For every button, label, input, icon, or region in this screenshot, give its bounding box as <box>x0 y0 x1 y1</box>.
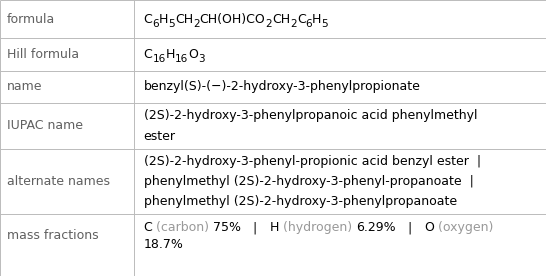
Text: C: C <box>144 12 152 26</box>
Text: C: C <box>144 48 152 61</box>
Text: Hill formula: Hill formula <box>7 48 79 61</box>
Text: O: O <box>424 221 434 234</box>
Text: CH(OH)CO: CH(OH)CO <box>200 12 265 26</box>
Text: phenylmethyl (2S)-2-hydroxy-3-phenylpropanoate: phenylmethyl (2S)-2-hydroxy-3-phenylprop… <box>144 195 456 208</box>
Text: 6: 6 <box>152 19 159 29</box>
Text: CH: CH <box>175 12 193 26</box>
Text: CH: CH <box>272 12 290 26</box>
Text: H: H <box>165 48 175 61</box>
Text: H: H <box>159 12 168 26</box>
Text: 16: 16 <box>175 54 188 64</box>
Text: 16: 16 <box>152 54 165 64</box>
Text: 2: 2 <box>193 19 200 29</box>
Text: (2S)-2-hydroxy-3-phenyl-propionic acid benzyl ester  |: (2S)-2-hydroxy-3-phenyl-propionic acid b… <box>144 155 480 168</box>
Text: name: name <box>7 80 42 94</box>
Text: H: H <box>312 12 322 26</box>
Text: ester: ester <box>144 130 176 143</box>
Text: IUPAC name: IUPAC name <box>7 120 82 132</box>
Text: alternate names: alternate names <box>7 175 110 188</box>
Text: H: H <box>270 221 279 234</box>
Text: O: O <box>188 48 198 61</box>
Text: (2S)-2-hydroxy-3-phenylpropanoic acid phenylmethyl: (2S)-2-hydroxy-3-phenylpropanoic acid ph… <box>144 109 477 122</box>
Text: 3: 3 <box>198 54 205 64</box>
Text: 2: 2 <box>290 19 297 29</box>
Text: 18.7%: 18.7% <box>144 238 183 251</box>
Text: phenylmethyl (2S)-2-hydroxy-3-phenyl-propanoate  |: phenylmethyl (2S)-2-hydroxy-3-phenyl-pro… <box>144 175 473 188</box>
Text: 2: 2 <box>265 19 272 29</box>
Text: (oxygen): (oxygen) <box>434 221 493 234</box>
Text: (hydrogen): (hydrogen) <box>279 221 356 234</box>
Text: (carbon): (carbon) <box>152 221 213 234</box>
Text: C: C <box>144 221 152 234</box>
Text: 75%: 75% <box>213 221 241 234</box>
Text: C: C <box>297 12 306 26</box>
Text: benzyl(S)-(−)-2-hydroxy-3-phenylpropionate: benzyl(S)-(−)-2-hydroxy-3-phenylpropiona… <box>144 80 420 94</box>
Text: mass fractions: mass fractions <box>7 229 98 242</box>
Text: 6: 6 <box>306 19 312 29</box>
Text: 6.29%: 6.29% <box>356 221 396 234</box>
Text: formula: formula <box>7 12 55 26</box>
Text: |: | <box>241 221 270 234</box>
Text: 5: 5 <box>322 19 328 29</box>
Text: |: | <box>396 221 424 234</box>
Text: 5: 5 <box>168 19 175 29</box>
